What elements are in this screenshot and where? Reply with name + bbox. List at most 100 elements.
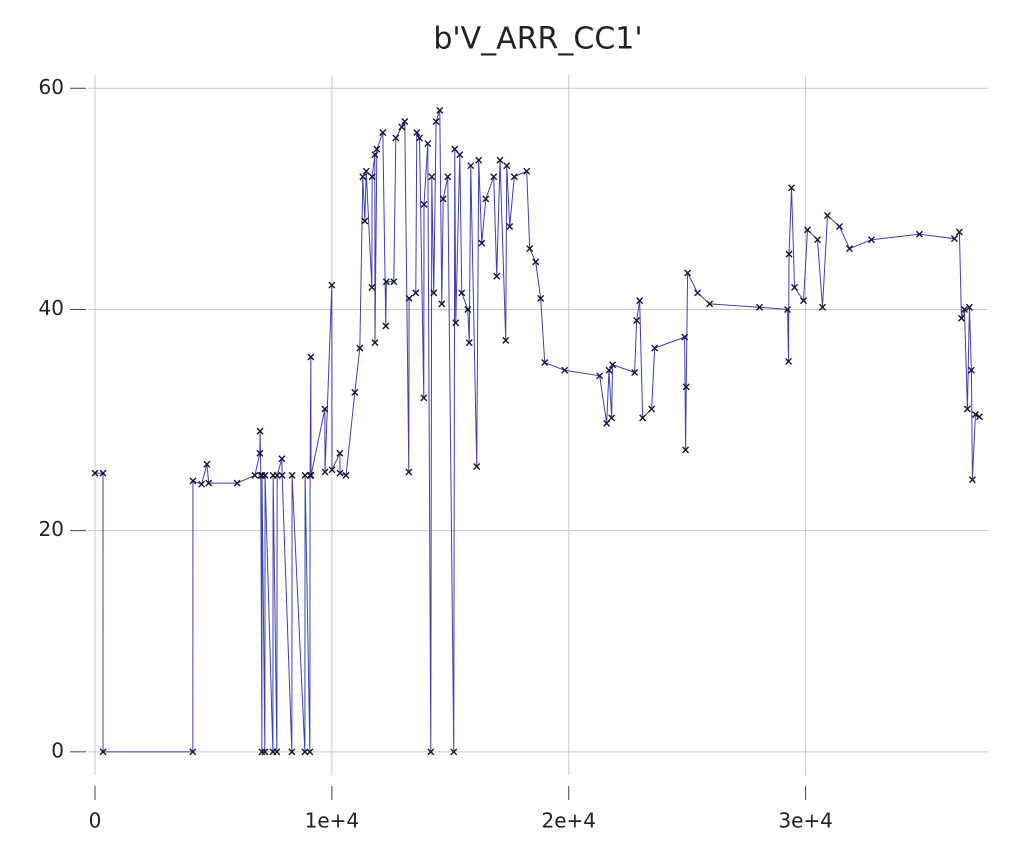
data-marker bbox=[321, 468, 329, 476]
data-marker bbox=[444, 173, 452, 181]
x-tick-label: 1e+4 bbox=[305, 809, 360, 833]
data-marker bbox=[681, 333, 689, 341]
data-marker bbox=[804, 226, 811, 234]
data-marker bbox=[836, 223, 844, 231]
data-marker bbox=[596, 372, 604, 380]
data-marker bbox=[405, 294, 413, 302]
data-marker bbox=[819, 303, 826, 311]
data-marker bbox=[971, 411, 979, 419]
data-marker bbox=[967, 366, 975, 374]
data-marker bbox=[361, 217, 369, 225]
data-marker bbox=[430, 289, 438, 297]
data-marker bbox=[405, 468, 413, 476]
data-marker bbox=[682, 446, 690, 454]
data-marker bbox=[648, 405, 656, 413]
data-marker bbox=[605, 366, 613, 374]
data-marker bbox=[465, 339, 473, 347]
data-marker bbox=[975, 413, 983, 421]
data-marker bbox=[458, 289, 466, 297]
data-marker bbox=[510, 173, 518, 181]
data-marker bbox=[420, 394, 428, 402]
data-marker bbox=[464, 305, 472, 313]
data-marker bbox=[412, 289, 420, 297]
data-marker bbox=[307, 353, 315, 361]
data-marker bbox=[561, 366, 569, 374]
data-marker bbox=[401, 117, 409, 125]
data-marker bbox=[784, 305, 792, 313]
x-tick-label: 0 bbox=[89, 809, 102, 833]
data-marker bbox=[379, 129, 387, 137]
data-marker bbox=[639, 414, 647, 422]
data-marker bbox=[362, 167, 370, 175]
data-marker bbox=[682, 383, 690, 391]
data-marker bbox=[198, 480, 206, 488]
data-marker bbox=[91, 469, 99, 477]
data-marker bbox=[382, 322, 390, 330]
data-marker bbox=[785, 250, 793, 258]
data-marker bbox=[427, 748, 435, 756]
chart-title: b'V_ARR_CC1' bbox=[433, 22, 642, 57]
data-marker bbox=[756, 303, 764, 311]
data-marker bbox=[451, 145, 459, 153]
data-marker bbox=[636, 297, 644, 305]
data-marker bbox=[398, 123, 406, 131]
y-tick-label: 20 bbox=[39, 517, 64, 541]
data-marker bbox=[694, 289, 702, 297]
data-marker bbox=[960, 305, 968, 313]
data-marker bbox=[532, 258, 540, 266]
data-marker bbox=[368, 283, 376, 291]
data-marker bbox=[438, 300, 446, 308]
data-marker bbox=[968, 476, 976, 484]
data-marker bbox=[328, 466, 336, 474]
data-marker bbox=[791, 283, 799, 291]
data-marker bbox=[684, 269, 692, 277]
data-marker bbox=[342, 471, 350, 479]
data-marker bbox=[957, 314, 965, 322]
data-marker bbox=[351, 388, 359, 396]
data-marker bbox=[496, 156, 504, 164]
data-marker bbox=[502, 336, 510, 344]
x-tick-label: 2e+4 bbox=[541, 809, 596, 833]
data-marker bbox=[537, 294, 545, 302]
data-marker bbox=[203, 460, 211, 468]
data-marker bbox=[450, 748, 458, 756]
data-marker bbox=[824, 211, 831, 219]
data-marker bbox=[633, 317, 641, 325]
data-marker bbox=[467, 162, 475, 170]
data-marker bbox=[456, 151, 464, 159]
data-marker bbox=[452, 319, 460, 327]
data-marker bbox=[473, 463, 481, 470]
data-marker bbox=[800, 297, 808, 305]
data-marker bbox=[963, 405, 971, 413]
data-marker bbox=[392, 134, 400, 142]
data-marker bbox=[307, 471, 315, 479]
data-marker bbox=[256, 427, 264, 435]
data-marker bbox=[785, 357, 793, 365]
data-marker bbox=[233, 479, 241, 487]
data-marker bbox=[278, 455, 286, 463]
data-marker bbox=[371, 339, 379, 347]
data-marker bbox=[390, 278, 398, 286]
data-marker bbox=[428, 173, 436, 181]
data-marker bbox=[651, 344, 659, 352]
data-line bbox=[95, 110, 980, 753]
data-marker bbox=[432, 117, 440, 125]
data-marker bbox=[503, 162, 511, 170]
data-marker bbox=[482, 195, 490, 203]
data-marker bbox=[416, 134, 424, 142]
data-marker bbox=[99, 469, 107, 477]
data-marker bbox=[439, 195, 447, 203]
data-marker bbox=[788, 184, 796, 192]
data-marker bbox=[336, 469, 344, 477]
data-marker bbox=[258, 748, 266, 756]
data-marker bbox=[189, 748, 197, 756]
data-marker bbox=[382, 278, 390, 286]
data-marker bbox=[205, 479, 213, 487]
data-marker bbox=[955, 228, 963, 236]
data-marker bbox=[273, 748, 281, 756]
data-marker bbox=[413, 129, 421, 137]
data-marker bbox=[846, 245, 853, 253]
data-marker bbox=[493, 272, 501, 280]
data-marker bbox=[278, 471, 286, 479]
data-marker bbox=[359, 173, 367, 181]
